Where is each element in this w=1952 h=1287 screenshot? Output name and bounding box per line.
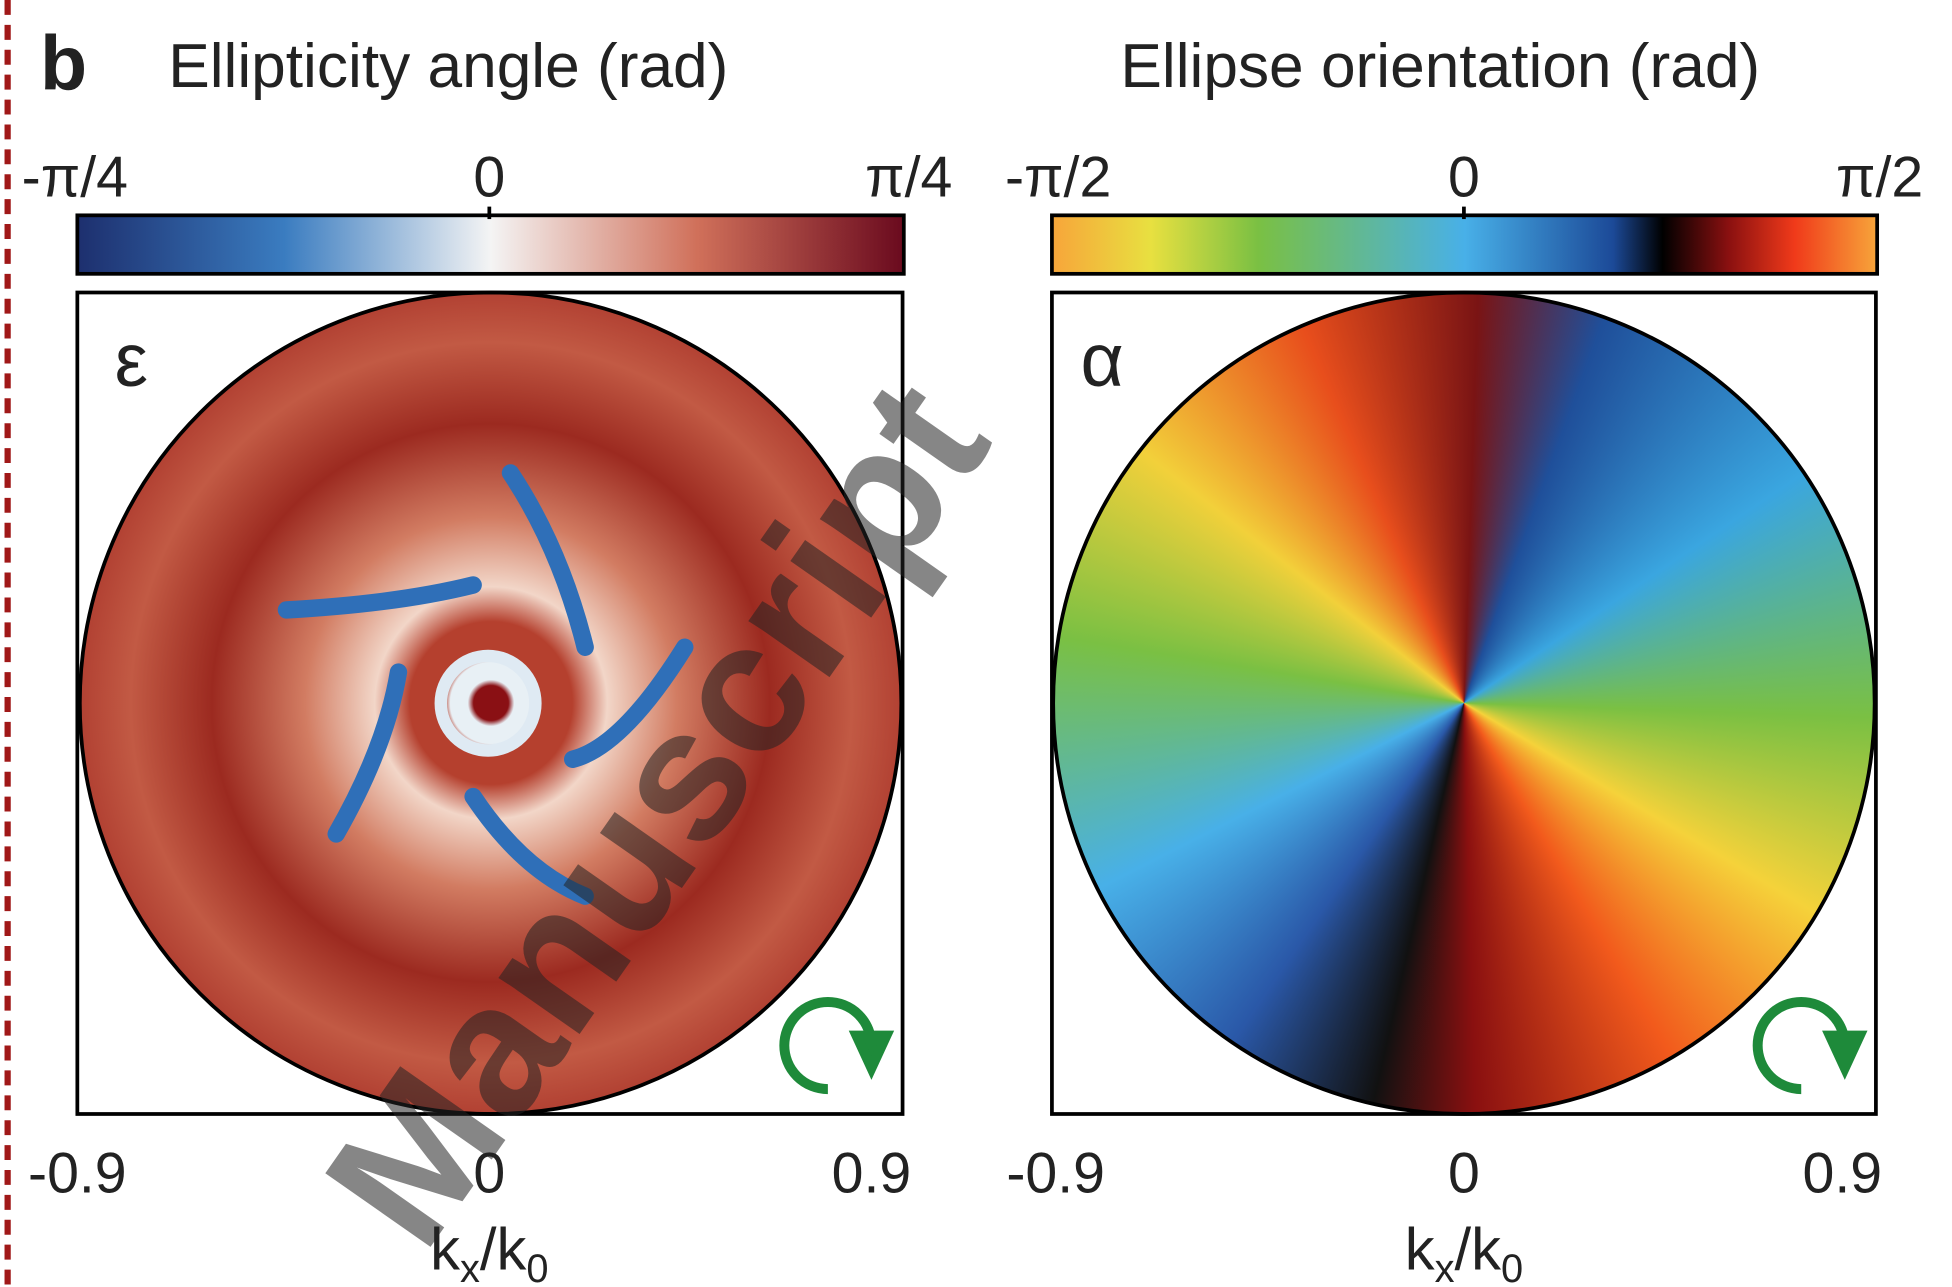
panel-title: Ellipse orientation (rad) — [1120, 32, 1760, 101]
rotation-icon — [779, 997, 895, 1095]
panel-title: Ellipticity angle (rad) — [168, 32, 728, 101]
spiral-arms — [277, 464, 694, 905]
ellipticity-map — [80, 292, 902, 1114]
x-tick-label: 0.9 — [832, 1141, 912, 1205]
watermark: Manuscript — [285, 344, 1027, 1280]
x-axis-label: kx/k0 — [430, 1216, 548, 1287]
x-tick-label: 0 — [473, 1141, 505, 1205]
x-axis-label: kx/k0 — [1405, 1216, 1523, 1287]
colorbar — [75, 213, 906, 276]
colorbar-tick-label: -π/2 — [1005, 146, 1111, 210]
x-label-part: k — [430, 1216, 460, 1283]
rotation-icon — [1752, 997, 1868, 1095]
colorbar — [1050, 213, 1880, 276]
colorbar-tick-label: 0 — [473, 146, 505, 210]
x-tick-label: -0.9 — [28, 1141, 127, 1205]
x-label-part: k — [1405, 1216, 1435, 1283]
x-label-part: /k — [1454, 1216, 1501, 1283]
x-label-sub: x — [1435, 1247, 1455, 1287]
colorbar-tick-label: π/4 — [865, 146, 952, 210]
x-label-sub: 0 — [1501, 1247, 1523, 1287]
x-label-part: /k — [480, 1216, 527, 1283]
orientation-map — [1053, 292, 1875, 1114]
circle-outline — [77, 290, 904, 1116]
colorbar-tick-label: 0 — [1448, 146, 1480, 210]
symbol: ε — [115, 318, 148, 402]
x-label-sub: x — [460, 1247, 480, 1287]
colorbar-tick-label: π/2 — [1836, 146, 1923, 210]
x-tick-label: 0 — [1448, 1141, 1480, 1205]
x-tick-label: -0.9 — [1006, 1141, 1105, 1205]
symbol: α — [1081, 318, 1124, 402]
x-label-sub: 0 — [526, 1247, 548, 1287]
x-tick-label: 0.9 — [1803, 1141, 1883, 1205]
circle-outline — [1051, 290, 1877, 1116]
colorbar-tick-label: -π/4 — [22, 146, 128, 210]
plot-frame — [1050, 290, 1878, 1116]
panel-label: b — [40, 21, 87, 107]
